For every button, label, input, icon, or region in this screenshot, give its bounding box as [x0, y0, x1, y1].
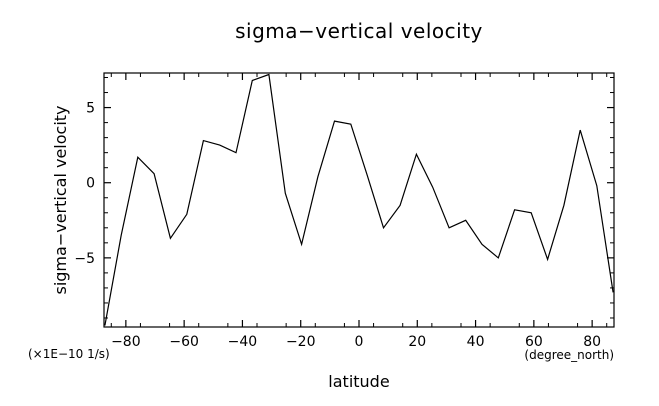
x-tick-label: −20	[286, 334, 316, 350]
y-tick-label: −5	[74, 251, 95, 267]
x-tick-label: 80	[583, 334, 601, 350]
x-tick-label: −80	[111, 334, 141, 350]
chart-title: sigma−vertical velocity	[235, 19, 483, 43]
x-tick-label: 20	[408, 334, 426, 350]
x-tick-label: 0	[355, 334, 364, 350]
x-tick-label: 40	[467, 334, 485, 350]
y-tick-label: 5	[86, 101, 95, 117]
y-axis-unit: (×1E−10 1/s)	[28, 347, 110, 361]
x-tick-label: −40	[228, 334, 258, 350]
plot-marks	[104, 73, 614, 326]
plot-frame	[103, 72, 615, 328]
x-tick-label: −60	[169, 334, 199, 350]
y-axis-label: sigma−vertical velocity	[51, 105, 70, 294]
y-axis-ticks: −5 0 5	[74, 77, 614, 319]
x-tick-label: 60	[525, 334, 543, 350]
y-tick-label: 0	[86, 176, 95, 192]
x-axis-ticks: −80 −60 −40 −20 0 20 40 60 80	[110, 73, 608, 350]
x-axis-label: latitude	[328, 372, 389, 391]
x-axis-unit: (degree_north)	[524, 348, 614, 362]
series-line-0	[104, 73, 614, 326]
